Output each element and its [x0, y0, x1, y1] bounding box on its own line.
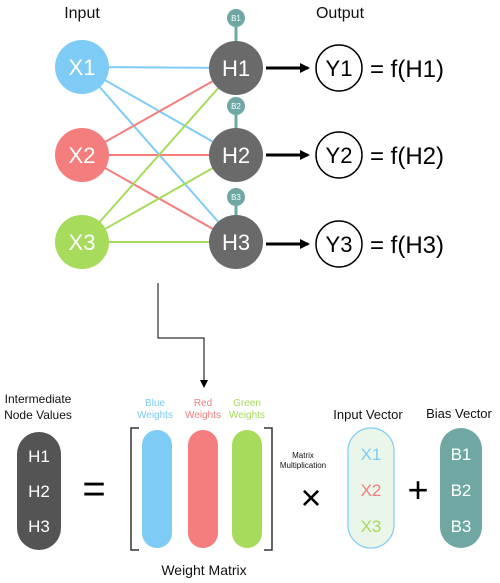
connection-x2-h1 [81, 67, 237, 156]
output-arrows [266, 63, 310, 249]
green-weights-label-line1: Green [233, 398, 261, 409]
bias-node-b2 [227, 97, 245, 115]
green-weights-label-line2: Weights [229, 410, 265, 421]
blue-weights-pill [142, 430, 172, 548]
blue-weights-label-line2: Weights [137, 410, 173, 421]
green-weights-pill [232, 430, 262, 548]
output-eq-y2: = f(H2) [370, 143, 444, 170]
matrix-mult-label-line2: Multiplication [280, 461, 326, 470]
hidden-nodes: H1 H2 H3 [209, 41, 263, 269]
hidden-node-h2-label: H2 [222, 143, 250, 168]
input-vector-x2: X2 [361, 481, 382, 500]
output-node-y1 [315, 44, 363, 92]
input-nodes: X1 X2 X3 [55, 40, 109, 269]
output-node-y3-label: Y3 [326, 232, 353, 257]
blue-weights-label-line1: Blue [145, 398, 165, 409]
weights-connector [157, 283, 208, 388]
input-node-x1-label: X1 [69, 55, 96, 80]
hidden-node-h2 [209, 128, 263, 182]
bias-node-b1 [227, 9, 245, 27]
node-value-h1: H1 [28, 447, 50, 466]
right-bracket [264, 427, 273, 551]
input-node-x1 [55, 40, 109, 94]
output-eq-y3: = f(H3) [370, 232, 444, 259]
red-weights-label-line1: Red [194, 398, 212, 409]
weights-connector-arrow [157, 283, 208, 388]
intermediate-label-line2: Node Values [4, 408, 72, 422]
input-node-x3 [55, 215, 109, 269]
plus-sign: + [407, 469, 428, 510]
output-heading: Output [316, 5, 365, 22]
input-vector-x3: X3 [361, 517, 382, 536]
hidden-node-h1-label: H1 [222, 56, 250, 81]
input-vector-x1: X1 [361, 445, 382, 464]
equals-sign: = [82, 467, 105, 511]
bias-vector-b3: B3 [451, 517, 472, 536]
input-node-x3-label: X3 [69, 230, 96, 255]
output-eq-y1: = f(H1) [370, 56, 444, 83]
connection-x3-h2 [81, 154, 237, 243]
bias-vector-b2: B2 [451, 481, 472, 500]
hidden-node-h3-label: H3 [222, 230, 250, 255]
bias-vector-label: Bias Vector [426, 406, 492, 421]
red-weights-label-line2: Weights [185, 410, 221, 421]
bias-node-b3-label: B3 [231, 193, 241, 202]
node-value-h3: H3 [28, 517, 50, 536]
input-vector-pill [347, 427, 395, 549]
bias-vector-pill [440, 428, 482, 548]
weight-connections [81, 66, 237, 243]
input-heading: Input [64, 5, 100, 22]
multiply-sign: × [300, 477, 321, 518]
node-values-pill [17, 432, 61, 550]
output-node-y3 [315, 220, 363, 268]
output-node-y2-label: Y2 [326, 143, 353, 168]
output-node-y1-label: Y1 [326, 56, 353, 81]
output-nodes: Y1 = f(H1) Y2 = f(H2) Y3 = f(H3) [315, 44, 444, 268]
matrix-mult-label-line1: Matrix [292, 451, 314, 460]
hidden-node-h1 [209, 41, 263, 95]
red-weights-pill [188, 430, 218, 548]
left-bracket [130, 427, 139, 551]
node-value-h2: H2 [28, 482, 50, 501]
bias-nodes: B1 B2 B3 [227, 9, 245, 216]
output-node-y2 [315, 131, 363, 179]
weight-matrix-brackets [130, 427, 273, 551]
bias-vector-b1: B1 [451, 445, 472, 464]
bias-node-b1-label: B1 [231, 14, 241, 23]
weight-matrix-label: Weight Matrix [161, 562, 246, 578]
intermediate-label-line1: Intermediate [5, 392, 72, 406]
bias-node-b2-label: B2 [231, 102, 241, 111]
input-node-x2-label: X2 [69, 143, 96, 168]
connection-x3-h1 [81, 67, 237, 243]
bias-node-b3 [227, 188, 245, 206]
input-vector-label: Input Vector [333, 407, 403, 422]
hidden-node-h3 [209, 215, 263, 269]
input-node-x2 [55, 128, 109, 182]
